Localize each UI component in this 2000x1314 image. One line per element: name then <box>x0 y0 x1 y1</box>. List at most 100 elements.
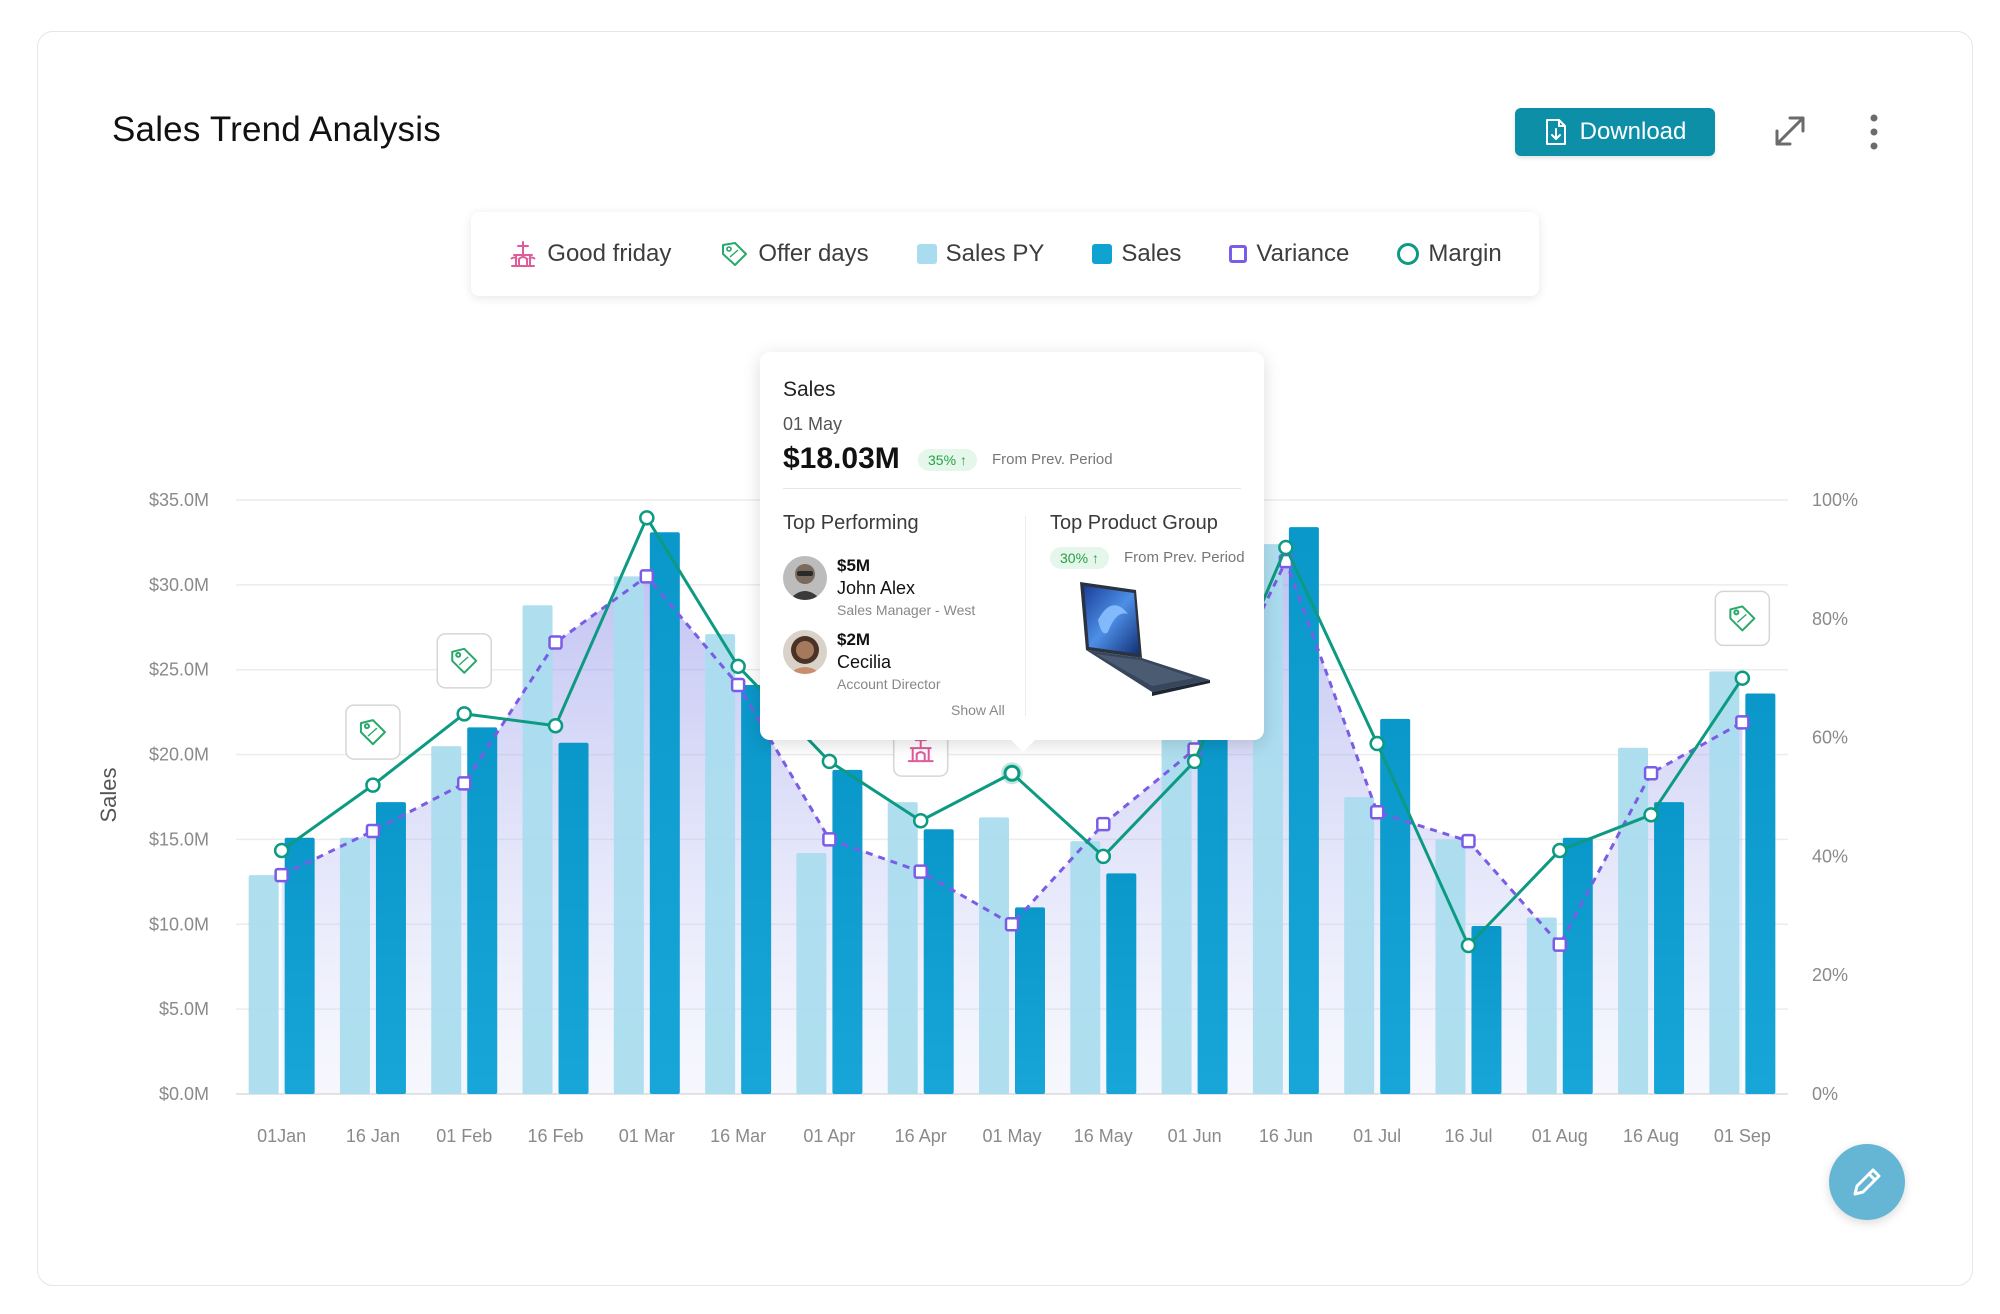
bar-sales-py[interactable] <box>979 817 1009 1094</box>
bar-sales-py[interactable] <box>431 746 462 1094</box>
offer-day-marker[interactable] <box>345 704 401 760</box>
x-tick-label: 01 Feb <box>436 1126 492 1146</box>
bar-sales[interactable] <box>649 532 680 1094</box>
bar-sales[interactable] <box>1654 802 1685 1094</box>
bar-sales-py[interactable] <box>1070 841 1101 1094</box>
offer-day-marker[interactable] <box>436 633 492 689</box>
margin-point[interactable] <box>1095 848 1112 865</box>
bar-sales[interactable] <box>832 769 863 1094</box>
variance-point[interactable] <box>548 635 563 650</box>
bar-sales-py[interactable] <box>1526 917 1557 1094</box>
bar-sales-py[interactable] <box>248 875 279 1094</box>
bar-sales[interactable] <box>467 727 498 1094</box>
variance-point[interactable] <box>1735 715 1750 730</box>
bar-sales[interactable] <box>1745 693 1776 1094</box>
margin-point[interactable] <box>1643 807 1659 823</box>
bar-sales-py[interactable] <box>796 853 827 1094</box>
margin-point-active[interactable] <box>1003 764 1021 782</box>
variance-point[interactable] <box>913 864 928 879</box>
bar-sales[interactable] <box>1106 873 1137 1094</box>
legend-offer-days[interactable]: Offer days <box>719 239 869 269</box>
margin-point[interactable] <box>1734 670 1751 686</box>
tooltip-column-divider <box>1025 516 1026 716</box>
margin-point[interactable] <box>912 813 929 829</box>
bar-sales[interactable] <box>1288 527 1319 1094</box>
x-tick-label: 16 Jan <box>346 1126 400 1146</box>
bar-sales-py[interactable] <box>613 576 644 1094</box>
sales-py-swatch <box>916 244 937 264</box>
x-tick-label: 16 Feb <box>528 1126 584 1146</box>
tooltip-pointer <box>1011 740 1035 752</box>
margin-point[interactable] <box>1460 937 1477 954</box>
variance-swatch <box>1229 245 1248 263</box>
bar-sales[interactable] <box>923 829 954 1094</box>
bar-sales[interactable] <box>1015 907 1045 1094</box>
bar-sales[interactable] <box>1380 718 1411 1094</box>
variance-point[interactable] <box>1369 805 1385 820</box>
bar-sales[interactable] <box>1562 837 1593 1094</box>
bar-sales-py[interactable] <box>887 802 918 1094</box>
margin-point[interactable] <box>639 510 655 526</box>
bar-sales[interactable] <box>284 837 315 1094</box>
margin-point[interactable] <box>730 658 746 675</box>
margin-point[interactable] <box>1369 735 1385 752</box>
x-tick-label: 16 Aug <box>1623 1126 1679 1146</box>
bar-sales-py[interactable] <box>1709 671 1740 1094</box>
good-friday-icon <box>907 735 934 763</box>
margin-point[interactable] <box>273 842 290 859</box>
legend-margin[interactable]: Margin <box>1397 240 1502 268</box>
y-tick-label: $15.0M <box>149 829 209 849</box>
expand-icon[interactable] <box>1772 113 1808 149</box>
margin-point[interactable] <box>821 753 838 770</box>
offer-day-marker[interactable] <box>1714 590 1771 647</box>
bar-sales[interactable] <box>558 742 589 1094</box>
legend-sales[interactable]: Sales <box>1092 240 1181 268</box>
show-all-link[interactable]: Show All <box>951 702 1005 718</box>
variance-point[interactable] <box>822 832 837 847</box>
y-tick-label: $0.0M <box>159 1084 209 1104</box>
variance-point[interactable] <box>1096 816 1111 832</box>
variance-point[interactable] <box>639 569 655 584</box>
icon-stroke <box>367 727 378 737</box>
icon-stroke <box>359 719 386 746</box>
variance-point[interactable] <box>456 776 472 791</box>
bar-sales-py[interactable] <box>339 837 370 1094</box>
variance-point[interactable] <box>1643 765 1659 781</box>
margin-point[interactable] <box>456 706 472 722</box>
bar-sales[interactable] <box>1471 925 1502 1094</box>
margin-point[interactable] <box>547 717 564 734</box>
margin-point[interactable] <box>1552 842 1568 859</box>
legend-variance[interactable]: Variance <box>1229 240 1349 268</box>
variance-point[interactable] <box>1004 917 1020 932</box>
margin-point[interactable] <box>1278 539 1294 556</box>
icon-stroke <box>1736 613 1747 623</box>
bar-sales-py[interactable] <box>705 634 736 1094</box>
bar-sales[interactable] <box>741 684 772 1094</box>
variance-point[interactable] <box>365 823 381 839</box>
variance-point[interactable] <box>1461 833 1476 849</box>
variance-point[interactable] <box>1552 937 1568 952</box>
legend-label: Offer days <box>758 240 869 267</box>
sale-tag-icon <box>451 647 478 674</box>
x-tick-label: 16 Jun <box>1259 1126 1313 1146</box>
edit-fab-button[interactable] <box>1829 1144 1905 1220</box>
variance-point[interactable] <box>730 677 746 693</box>
bar-sales[interactable] <box>1197 703 1228 1094</box>
download-button[interactable]: Download <box>1515 108 1715 156</box>
more-options-icon[interactable] <box>1862 112 1886 152</box>
y-tick-label: $10.0M <box>149 914 209 934</box>
legend-label: Good friday <box>547 240 672 267</box>
variance-point[interactable] <box>274 867 289 883</box>
legend-good-friday[interactable]: Good friday <box>508 239 671 269</box>
variance-area <box>281 561 1743 1094</box>
margin-point[interactable] <box>365 777 381 793</box>
legend-sales-py[interactable]: Sales PY <box>916 240 1044 268</box>
bar-sales-py[interactable] <box>1344 797 1375 1094</box>
avatar <box>783 556 827 600</box>
bar-sales-py[interactable] <box>522 605 553 1094</box>
bar-sales-py[interactable] <box>1618 747 1649 1094</box>
bar-sales[interactable] <box>375 802 406 1094</box>
margin-point[interactable] <box>1186 753 1203 770</box>
bar-sales-py[interactable] <box>1435 839 1466 1094</box>
bar-sales-py[interactable] <box>1161 695 1192 1094</box>
